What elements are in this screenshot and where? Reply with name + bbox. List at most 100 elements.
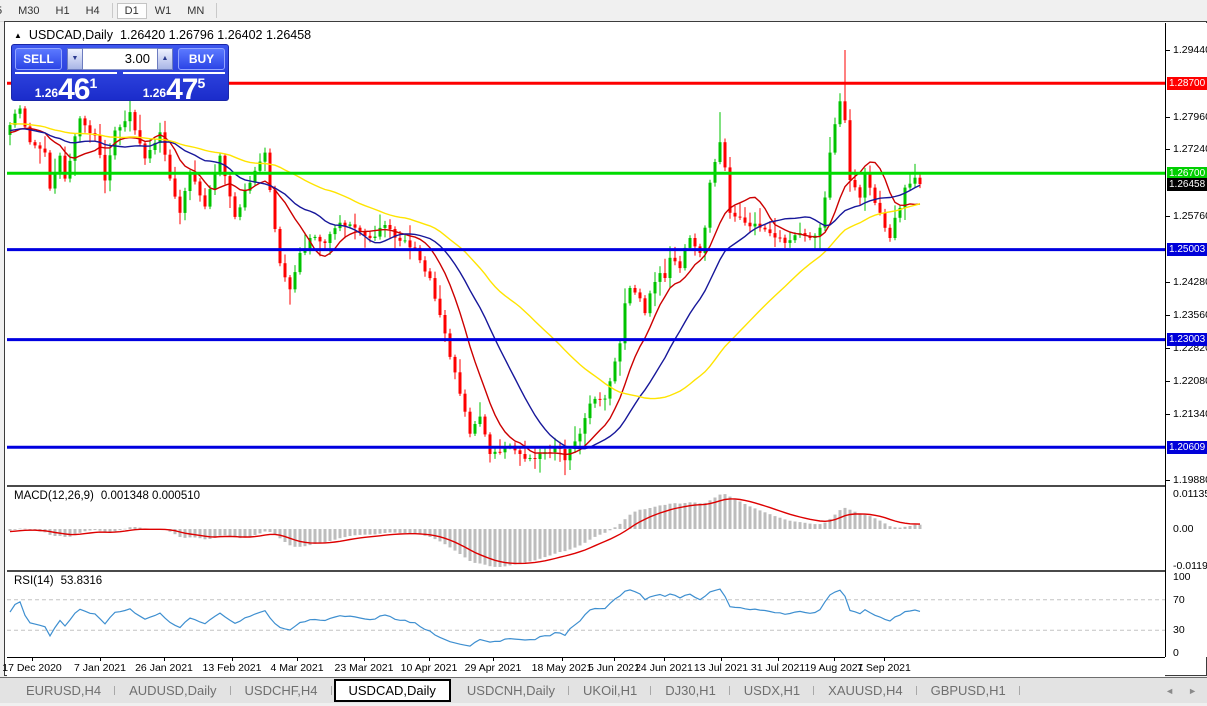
tab-ukoil-h1[interactable]: UKOil,H1 [569, 680, 652, 701]
candle-body [43, 148, 47, 153]
price-tick-mark [1166, 414, 1170, 415]
price-axis-label: 1.27240 [1173, 143, 1207, 155]
candle-body [908, 183, 912, 188]
date-tick-mark [364, 658, 365, 661]
rsi-name: RSI(14) [14, 575, 54, 587]
candle-body [28, 126, 32, 143]
volume-decrease-button[interactable]: ▼ [67, 48, 83, 70]
date-axis-label: 7 Sep 2021 [857, 662, 911, 674]
buy-price-base: 1.26 [142, 86, 167, 100]
candle-body [118, 127, 122, 131]
timeframe-button-d1[interactable]: D1 [116, 2, 147, 19]
buy-button[interactable]: BUY [178, 48, 225, 70]
tab-usdcnh-daily[interactable]: USDCNH,Daily [453, 680, 570, 701]
volume-input[interactable]: 3.00 [83, 48, 157, 70]
candle-body [283, 263, 287, 278]
candle-body [368, 235, 372, 238]
candle-body [598, 398, 602, 400]
tab-eurusd-h4[interactable]: EURUSD,H4 [12, 680, 116, 701]
candle-body [318, 236, 322, 242]
candle-body [38, 145, 42, 149]
volume-increase-button[interactable]: ▲ [157, 48, 173, 70]
level-badge: 1.25003 [1167, 243, 1207, 256]
price-tick-mark [1166, 381, 1170, 382]
candle-body [838, 101, 842, 125]
pane-separator[interactable] [7, 485, 1165, 487]
tab-usdcad-daily[interactable]: USDCAD,Daily [333, 679, 451, 702]
candle-body [88, 125, 92, 134]
tab-usdchf-h4[interactable]: USDCHF,H4 [231, 680, 332, 701]
candle-body [903, 187, 907, 208]
candle-body [853, 180, 857, 188]
candle-body [868, 172, 872, 188]
candle-body [423, 260, 427, 272]
candle-body [628, 288, 632, 304]
date-axis[interactable]: 17 Dec 2020 7 Jan 2021 26 Jan 2021 13 Feb 2… [2, 657, 1165, 677]
candle-body [788, 240, 792, 243]
rsi-scale-label: 100 [1173, 571, 1191, 583]
candle-body [718, 142, 722, 162]
candle-body [648, 293, 652, 314]
sell-price-base: 1.26 [34, 86, 59, 100]
rsi-value: 53.8316 [60, 575, 103, 587]
candle-body [173, 178, 177, 197]
price-axis-label: 1.22080 [1173, 375, 1207, 387]
candle-body [383, 225, 387, 228]
candle-body [98, 135, 102, 155]
date-tick-mark [614, 658, 615, 661]
pane-separator[interactable] [7, 570, 1165, 572]
candle-body [418, 247, 422, 261]
tab-dj30-h1[interactable]: DJ30,H1 [651, 680, 730, 701]
timeframe-button-w1[interactable]: W1 [154, 4, 172, 17]
sell-button[interactable]: SELL [15, 48, 62, 70]
tab-audusd-daily[interactable]: AUDUSD,Daily [115, 680, 231, 701]
scroll-left-icon[interactable]: ◄ [1165, 685, 1175, 696]
rsi-scale-label: 70 [1173, 594, 1185, 606]
tab-usdx-h1[interactable]: USDX,H1 [730, 680, 815, 701]
timeframe-button-5[interactable]: 5 [0, 3, 10, 19]
candle-body [323, 241, 327, 243]
chart-tab-bar: EURUSD,H4 AUDUSD,Daily USDCHF,H4 USDCAD,Dai… [0, 677, 1207, 703]
candle-body [843, 101, 847, 121]
candle-body [528, 458, 532, 459]
candle-body [238, 207, 242, 217]
tab-xauusd-h4[interactable]: XAUUSD,H4 [814, 680, 918, 701]
candle-body [848, 120, 852, 180]
collapse-arrow-icon[interactable]: ▲ [14, 30, 22, 40]
candle-body [413, 247, 417, 249]
candle-body [888, 227, 892, 238]
candle-body [623, 303, 627, 344]
date-tick-mark [562, 658, 563, 661]
date-tick-mark [297, 658, 298, 661]
candle-body [603, 398, 607, 400]
rsi-scale-label: 0 [1173, 647, 1179, 659]
date-tick-mark [232, 658, 233, 661]
timeframe-button-m30[interactable]: M30 [18, 4, 40, 17]
level-badge: 1.26700 [1167, 167, 1207, 180]
rsi-line [9, 588, 921, 647]
date-axis-label: 10 Apr 2021 [400, 662, 458, 674]
tab-scroll-arrows: ◄ ► [1165, 686, 1197, 696]
candle-body [58, 155, 62, 173]
candle-body [108, 155, 112, 181]
timeframe-button-mn[interactable]: MN [187, 4, 205, 17]
candle-body [668, 257, 672, 278]
candle-body [63, 155, 67, 179]
candle-body [663, 273, 667, 278]
candle-body [393, 229, 397, 238]
candle-body [18, 108, 22, 114]
macd-histogram [8, 494, 922, 567]
candle-body [308, 238, 312, 249]
candle-body [248, 182, 252, 191]
sell-price-display[interactable]: 1.26 46 1 [15, 72, 117, 105]
date-tick-mark [884, 658, 885, 661]
price-axis[interactable]: 1.29440 1.27960 1.27240 1.25760 1.24280 1.235… [1165, 23, 1207, 659]
tab-gbpusd-h1[interactable]: GBPUSD,H1 [917, 680, 1020, 701]
timeframe-button-h4[interactable]: H4 [85, 4, 100, 17]
date-tick-mark [778, 658, 779, 661]
timeframe-button-h1[interactable]: H1 [55, 4, 70, 17]
scroll-right-icon[interactable]: ► [1188, 685, 1197, 696]
candle-body [258, 161, 262, 171]
buy-price-display[interactable]: 1.26 47 5 [123, 72, 225, 105]
